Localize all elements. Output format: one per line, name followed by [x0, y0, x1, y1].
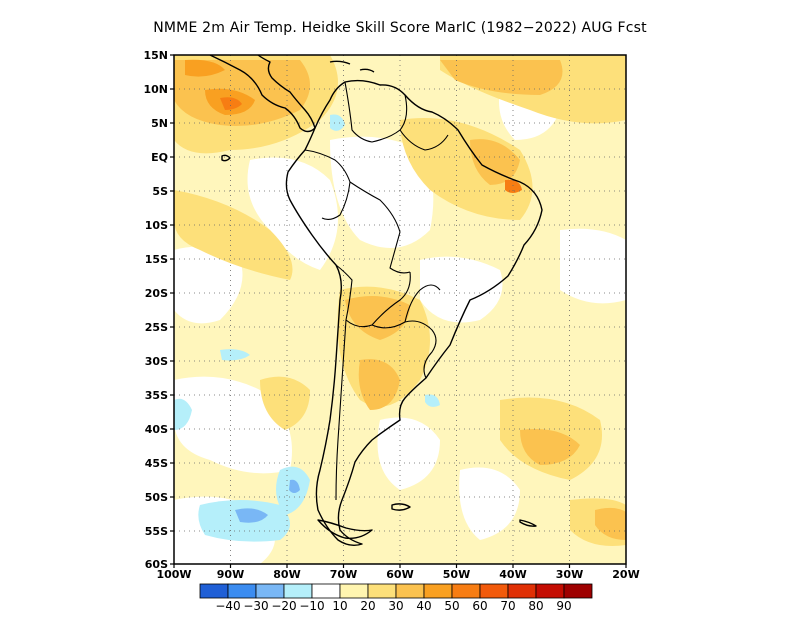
- colorbar-label: 20: [360, 599, 376, 613]
- lat-label: 30S: [144, 355, 168, 368]
- lat-label: 10N: [143, 83, 168, 96]
- field-strong: [358, 359, 400, 410]
- colorbar: [199, 583, 593, 599]
- lat-label: 5S: [152, 185, 168, 198]
- field-orange: [220, 97, 242, 110]
- lon-label: 80W: [273, 568, 301, 581]
- colorbar-label: −40: [215, 599, 241, 613]
- colorbar-label: 60: [472, 599, 488, 613]
- colorbar-label: 90: [556, 599, 572, 613]
- colorbar-label: −20: [271, 599, 297, 613]
- axis-ticks: [170, 54, 627, 568]
- country-borders: [304, 81, 449, 501]
- grid-lines: [174, 55, 626, 564]
- coastlines: [209, 54, 543, 547]
- lat-label: 40S: [144, 423, 168, 436]
- colorbar-label: 70: [500, 599, 516, 613]
- south-america-coast: [285, 79, 543, 547]
- field-strong: [595, 507, 626, 540]
- colorbar-bin: [395, 583, 425, 599]
- field-white: [560, 228, 626, 304]
- colorbar-label: 80: [528, 599, 544, 613]
- lon-label: 20W: [612, 568, 640, 581]
- field-neg-weak: [174, 398, 192, 430]
- field-white: [174, 376, 292, 474]
- falkland-islands: [391, 503, 411, 511]
- colorbar-bin: [451, 583, 481, 599]
- colorbar-bin: [563, 583, 593, 599]
- field-neg-mid: [289, 479, 300, 493]
- lat-label: 15S: [144, 253, 168, 266]
- field-white: [420, 256, 503, 323]
- colorbar-label: −30: [243, 599, 269, 613]
- caribbean-islands: [329, 60, 375, 73]
- lat-label: 25S: [144, 321, 168, 334]
- lon-label: 70W: [329, 568, 358, 581]
- tierra-del-fuego: [317, 519, 373, 540]
- lat-label: 45S: [144, 457, 168, 470]
- lon-label: 40W: [499, 568, 527, 581]
- south-georgia: [519, 519, 537, 527]
- colorbar-bin: [311, 583, 341, 599]
- skill-field: [174, 55, 626, 564]
- colorbar-bin: [339, 583, 369, 599]
- field-strong: [440, 60, 563, 95]
- field-medium: [260, 376, 310, 430]
- colorbar-label: −10: [299, 599, 325, 613]
- field-white: [247, 157, 338, 270]
- lat-label: 15N: [143, 49, 168, 62]
- lat-label: EQ: [151, 151, 168, 164]
- colorbar-bin: [479, 583, 509, 599]
- colorbar-bin: [507, 583, 537, 599]
- lon-label: 90W: [216, 568, 245, 581]
- field-strong: [345, 296, 410, 340]
- field-neg-mid: [235, 508, 268, 523]
- lon-label: 30W: [555, 568, 584, 581]
- field-medium: [174, 190, 293, 280]
- colorbar-label: 10: [332, 599, 348, 613]
- lat-label: 10S: [144, 219, 168, 232]
- lat-label: 60S: [144, 558, 168, 571]
- colorbar-label: 30: [388, 599, 404, 613]
- colorbar-bin: [255, 583, 285, 599]
- field-strong: [470, 139, 520, 185]
- field-neg-weak: [330, 114, 345, 131]
- colorbar-bin: [535, 583, 565, 599]
- field-white: [330, 136, 434, 248]
- colorbar-label: 40: [416, 599, 432, 613]
- lon-label: 60W: [386, 568, 414, 581]
- colorbar-bin: [423, 583, 453, 599]
- field-white: [377, 417, 440, 490]
- lat-label: 55S: [144, 525, 168, 538]
- lat-label: 35S: [144, 389, 168, 402]
- lat-label: 50S: [144, 491, 168, 504]
- field-white: [459, 467, 520, 540]
- lon-label: 50W: [442, 568, 471, 581]
- map-title: NMME 2m Air Temp. Heidke Skill Score Mar…: [153, 20, 647, 36]
- colorbar-bin: [283, 583, 313, 599]
- colorbar-label: 50: [444, 599, 460, 613]
- colorbar-bin: [199, 583, 229, 599]
- field-white: [174, 246, 243, 324]
- field-orange: [185, 59, 225, 77]
- field-orange: [505, 179, 522, 193]
- lat-label: 5N: [151, 117, 168, 130]
- lon-label: 100W: [156, 568, 192, 581]
- colorbar-bin: [227, 583, 257, 599]
- lat-label: 20S: [144, 287, 168, 300]
- field-strong: [520, 429, 580, 465]
- field-neg-weak: [425, 394, 440, 407]
- colorbar-bin: [367, 583, 397, 599]
- galapagos: [221, 154, 231, 162]
- field-neg-weak: [220, 349, 250, 361]
